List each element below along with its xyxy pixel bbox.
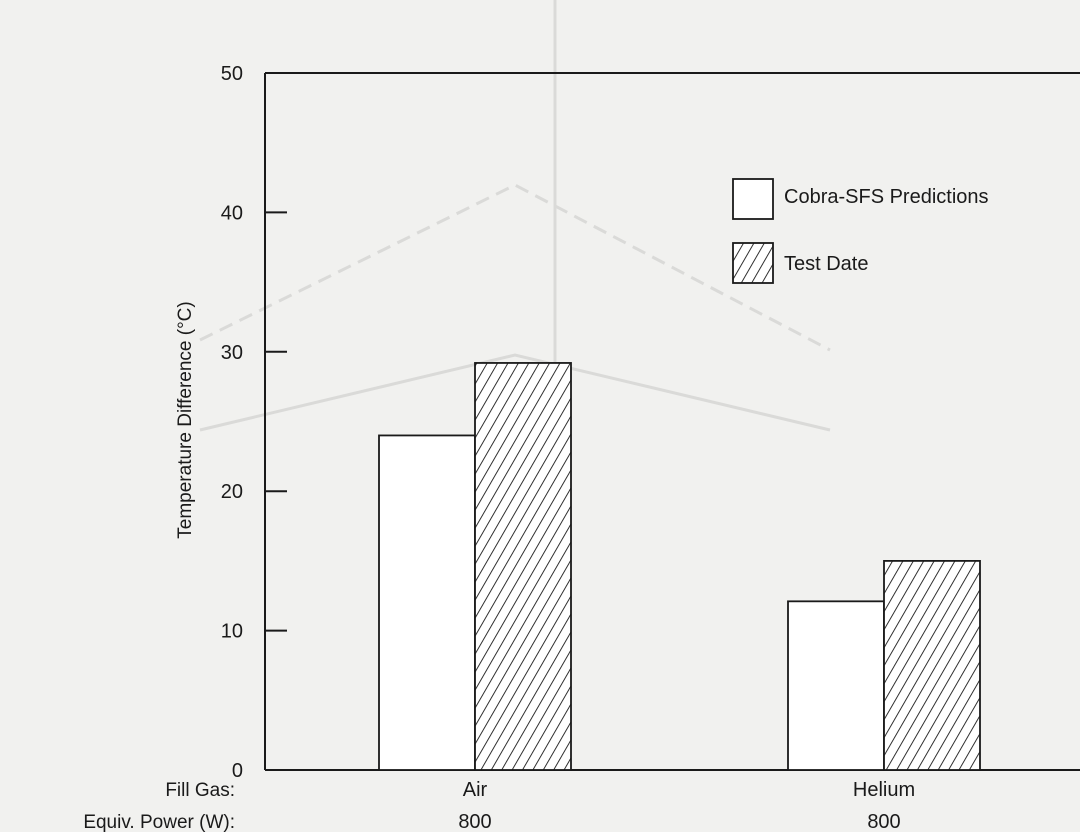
legend-label-test: Test Date	[784, 253, 868, 275]
bar-predictions-helium	[787, 600, 885, 771]
legend-swatch-predictions	[732, 178, 774, 220]
y-tick-label: 50	[221, 63, 243, 85]
x-label-fill-gas: Air	[463, 779, 488, 801]
x-label-equiv-power: 800	[867, 811, 900, 832]
legend-swatch-test	[732, 242, 774, 284]
y-tick-label: 40	[221, 202, 243, 224]
legend: Cobra-SFS Predictions Test Date	[732, 178, 989, 284]
bars	[378, 362, 981, 771]
row-label-fill-gas: Fill Gas:	[165, 780, 235, 801]
x-label-equiv-power: 800	[458, 811, 491, 832]
y-tick-label: 0	[232, 760, 243, 782]
y-axis-label: Temperature Difference (°C)	[175, 301, 196, 538]
y-tick-label: 30	[221, 342, 243, 364]
legend-label-predictions: Cobra-SFS Predictions	[784, 186, 989, 208]
bar-test-air	[474, 362, 572, 771]
x-axis-labels: Air 800 Helium 800	[458, 779, 915, 832]
bar-test-helium	[883, 560, 981, 771]
y-tick-label: 10	[221, 621, 243, 643]
row-label-equiv-power: Equiv. Power (W):	[83, 812, 235, 832]
bar-predictions-air	[378, 434, 476, 771]
y-tick-label: 20	[221, 481, 243, 503]
x-label-fill-gas: Helium	[853, 779, 915, 801]
